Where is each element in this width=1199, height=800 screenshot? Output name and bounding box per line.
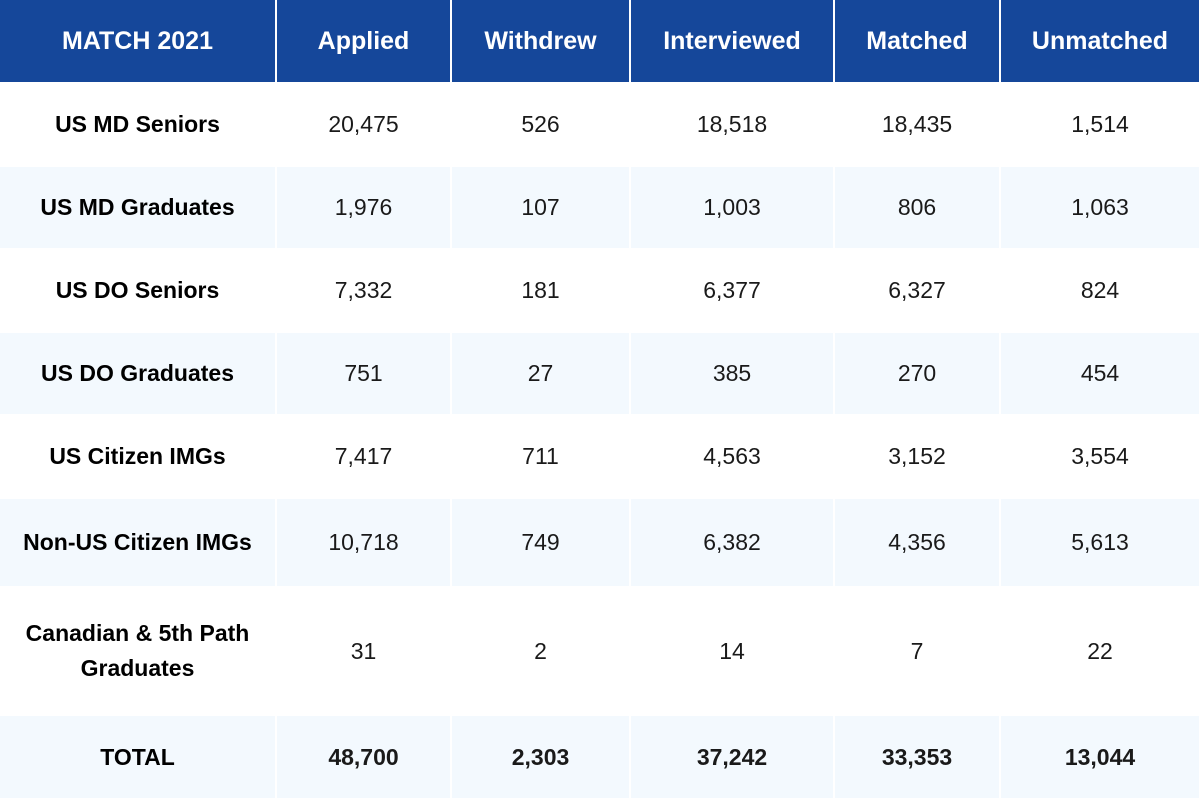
table-body: US MD Seniors 20,475 526 18,518 18,435 1,514 U… <box>0 83 1199 800</box>
column-header-withdrew: Withdrew <box>451 0 631 84</box>
cell-value: 13,044 <box>1000 715 1199 800</box>
row-label: Non-US Citizen IMGs <box>0 498 277 588</box>
cell-value: 2,303 <box>451 715 631 800</box>
cell-value: 20,475 <box>276 83 452 167</box>
column-header-interviewed: Interviewed <box>630 0 835 84</box>
cell-value: 806 <box>834 166 1001 250</box>
cell-value: 526 <box>451 83 631 167</box>
cell-value: 6,382 <box>630 498 835 588</box>
cell-value: 37,242 <box>630 715 835 800</box>
cell-value: 4,563 <box>630 415 835 499</box>
cell-value: 824 <box>1000 249 1199 333</box>
cell-value: 270 <box>834 332 1001 416</box>
cell-value: 22 <box>1000 587 1199 716</box>
cell-value: 7 <box>834 587 1001 716</box>
cell-value: 454 <box>1000 332 1199 416</box>
cell-value: 711 <box>451 415 631 499</box>
table-row: US Citizen IMGs 7,417 711 4,563 3,152 3,554 <box>0 415 1199 499</box>
table-row: US MD Graduates 1,976 107 1,003 806 1,063 <box>0 166 1199 250</box>
cell-value: 1,976 <box>276 166 452 250</box>
cell-value: 7,417 <box>276 415 452 499</box>
row-label: TOTAL <box>0 715 277 800</box>
cell-value: 33,353 <box>834 715 1001 800</box>
cell-value: 48,700 <box>276 715 452 800</box>
cell-value: 3,554 <box>1000 415 1199 499</box>
cell-value: 1,063 <box>1000 166 1199 250</box>
table-row: US DO Graduates 751 27 385 270 454 <box>0 332 1199 416</box>
row-label: US Citizen IMGs <box>0 415 277 499</box>
cell-value: 10,718 <box>276 498 452 588</box>
table-header: MATCH 2021 Applied Withdrew Interviewed … <box>0 0 1199 84</box>
cell-value: 18,435 <box>834 83 1001 167</box>
cell-value: 749 <box>451 498 631 588</box>
column-header-unmatched: Unmatched <box>1000 0 1199 84</box>
cell-value: 751 <box>276 332 452 416</box>
cell-value: 5,613 <box>1000 498 1199 588</box>
column-header-applied: Applied <box>276 0 452 84</box>
row-label: US MD Seniors <box>0 83 277 167</box>
row-label: US MD Graduates <box>0 166 277 250</box>
table-row: US MD Seniors 20,475 526 18,518 18,435 1,514 <box>0 83 1199 167</box>
cell-value: 14 <box>630 587 835 716</box>
cell-value: 6,327 <box>834 249 1001 333</box>
cell-value: 181 <box>451 249 631 333</box>
total-row: TOTAL 48,700 2,303 37,242 33,353 13,044 <box>0 715 1199 800</box>
cell-value: 107 <box>451 166 631 250</box>
cell-value: 385 <box>630 332 835 416</box>
header-row: MATCH 2021 Applied Withdrew Interviewed … <box>0 0 1199 84</box>
cell-value: 1,514 <box>1000 83 1199 167</box>
cell-value: 31 <box>276 587 452 716</box>
cell-value: 6,377 <box>630 249 835 333</box>
column-header-matched: Matched <box>834 0 1001 84</box>
row-label: US DO Graduates <box>0 332 277 416</box>
table-row: Non-US Citizen IMGs 10,718 749 6,382 4,356 5,… <box>0 498 1199 588</box>
row-label: Canadian & 5th Path Graduates <box>0 587 277 716</box>
table-row: US DO Seniors 7,332 181 6,377 6,327 824 <box>0 249 1199 333</box>
column-header-match-2021: MATCH 2021 <box>0 0 277 84</box>
cell-value: 27 <box>451 332 631 416</box>
cell-value: 4,356 <box>834 498 1001 588</box>
table-row: Canadian & 5th Path Graduates 31 2 14 7 22 <box>0 587 1199 716</box>
cell-value: 7,332 <box>276 249 452 333</box>
cell-value: 2 <box>451 587 631 716</box>
cell-value: 3,152 <box>834 415 1001 499</box>
cell-value: 18,518 <box>630 83 835 167</box>
row-label: US DO Seniors <box>0 249 277 333</box>
cell-value: 1,003 <box>630 166 835 250</box>
